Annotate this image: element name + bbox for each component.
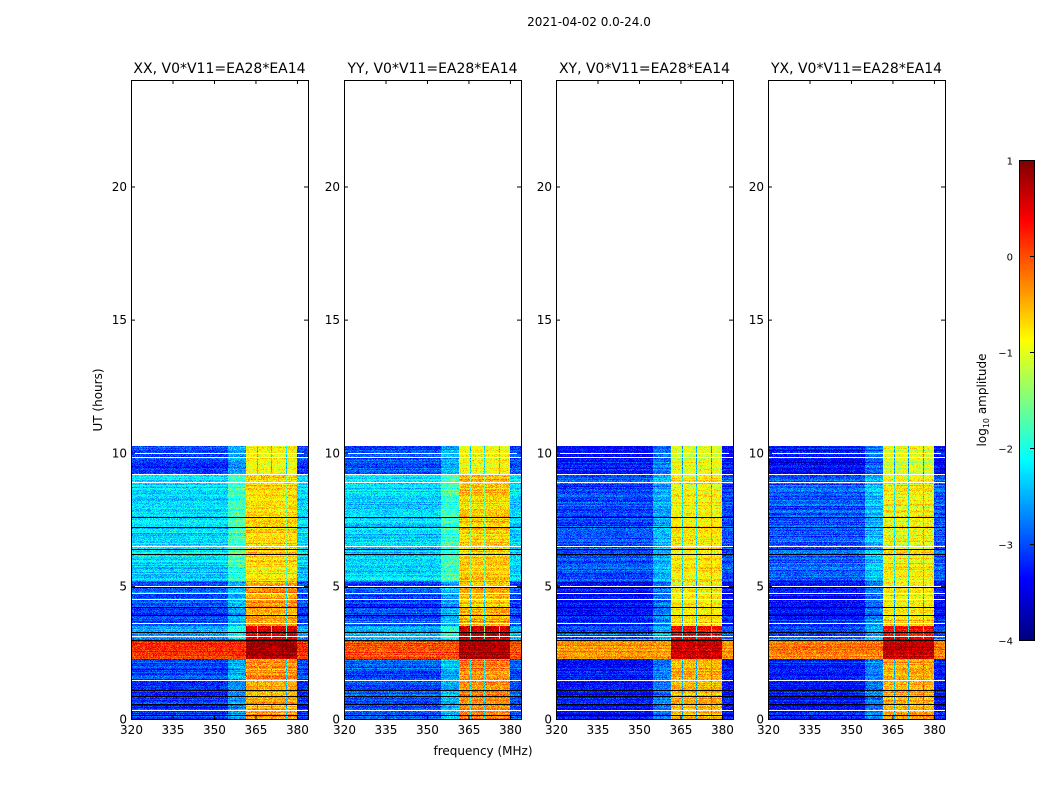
x-tick-label: 365 xyxy=(458,723,481,737)
y-tick-label: 10 xyxy=(325,446,340,460)
x-tick-label: 335 xyxy=(375,723,398,737)
y-tick-label: 0 xyxy=(756,713,764,727)
x-tick-label: 350 xyxy=(203,723,226,737)
y-tick-label: 10 xyxy=(537,446,552,460)
axes-frame xyxy=(344,80,522,720)
panel-title: YX, V0*V11=EA28*EA14 xyxy=(770,61,942,77)
y-tick-label: 10 xyxy=(112,446,127,460)
spectrogram-3 xyxy=(556,446,733,719)
x-tick-label: 350 xyxy=(628,723,651,737)
y-tick-label: 0 xyxy=(544,713,552,727)
x-tick-label: 365 xyxy=(245,723,268,737)
x-tick-label: 365 xyxy=(882,723,905,737)
y-tick-label: 15 xyxy=(749,313,764,327)
y-tick-label: 20 xyxy=(325,180,340,194)
colorbar-tick-label: 0 xyxy=(1007,253,1013,264)
panel-title: YY, V0*V11=EA28*EA14 xyxy=(346,61,517,77)
y-tick-label: 15 xyxy=(537,313,552,327)
figure-title: 2021-04-02 0.0-24.0 xyxy=(527,15,651,29)
x-tick-label: 320 xyxy=(120,723,143,737)
panel-title: XY, V0*V11=EA28*EA14 xyxy=(559,61,730,77)
panel-1: XX, V0*V11=EA28*EA14 320 335 350 365 380 0 5 10 1… xyxy=(112,61,309,737)
x-tick-label: 335 xyxy=(162,723,185,737)
y-tick-label: 20 xyxy=(749,180,764,194)
x-tick-label: 320 xyxy=(333,723,356,737)
y-tick-label: 0 xyxy=(332,713,340,727)
y-tick-label: 5 xyxy=(332,579,340,593)
x-tick-label: 380 xyxy=(923,723,946,737)
spectrogram-2 xyxy=(344,446,521,719)
x-tick-label: 380 xyxy=(499,723,522,737)
y-tick-label: 20 xyxy=(112,180,127,194)
panel-4: YX, V0*V11=EA28*EA14 320 335 350 365 380 0 5 10 1… xyxy=(749,61,946,737)
y-tick-label: 5 xyxy=(544,579,552,593)
x-tick-label: 335 xyxy=(587,723,610,737)
y-tick-label: 20 xyxy=(537,180,552,194)
panel-title: XX, V0*V11=EA28*EA14 xyxy=(133,61,305,77)
colorbar-frame xyxy=(1019,160,1035,641)
y-tick-label: 15 xyxy=(325,313,340,327)
y-tick-label: 10 xyxy=(749,446,764,460)
x-tick-label: 320 xyxy=(545,723,568,737)
panel-2: YY, V0*V11=EA28*EA14 320 335 350 365 380 0 5 10 1… xyxy=(325,61,522,737)
y-tick-label: 0 xyxy=(119,713,127,727)
colorbar xyxy=(1019,160,1034,640)
spectrogram-1 xyxy=(131,446,308,719)
x-tick-label: 380 xyxy=(711,723,734,737)
y-tick-label: 15 xyxy=(112,313,127,327)
x-tick-label: 335 xyxy=(799,723,822,737)
axes-frame xyxy=(131,80,309,720)
y-tick-label: 5 xyxy=(119,579,127,593)
x-axis-label: frequency (MHz) xyxy=(433,744,532,758)
axes-frame xyxy=(768,80,946,720)
colorbar-tick-label: −1 xyxy=(998,349,1013,360)
x-tick-label: 320 xyxy=(757,723,780,737)
panel-3: XY, V0*V11=EA28*EA14 320 335 350 365 380 0 5 10 1… xyxy=(537,61,734,737)
x-tick-label: 365 xyxy=(670,723,693,737)
colorbar-tick-label: −2 xyxy=(998,445,1013,456)
axes-frame xyxy=(556,80,734,720)
colorbar-tick-label: −4 xyxy=(998,637,1013,648)
y-axis-label: UT (hours) xyxy=(91,368,105,431)
x-tick-label: 350 xyxy=(840,723,863,737)
colorbar-tick-label: 1 xyxy=(1007,157,1013,168)
spectrogram-4 xyxy=(768,446,945,719)
y-tick-label: 5 xyxy=(756,579,764,593)
colorbar-label: log10 amplitude xyxy=(975,354,991,447)
colorbar-tick-label: −3 xyxy=(998,541,1013,552)
x-tick-label: 380 xyxy=(286,723,309,737)
x-tick-label: 350 xyxy=(416,723,439,737)
